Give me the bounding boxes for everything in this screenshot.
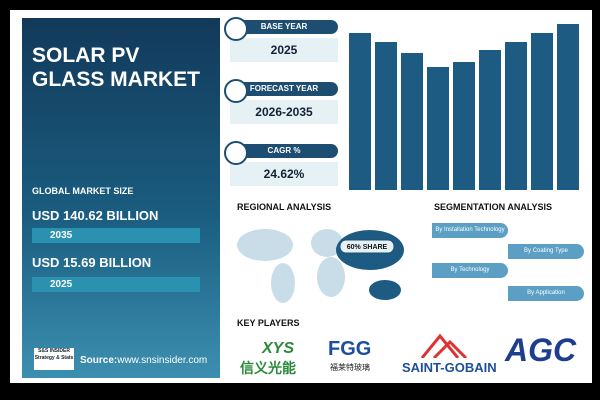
market-year: 2035 (32, 228, 200, 243)
world-map: 60% SHARE (237, 229, 404, 303)
market-value: USD 140.62 BILLION (32, 208, 159, 223)
section-title: KEY PLAYERS (237, 318, 300, 328)
section-title: REGIONAL ANALYSIS (237, 202, 332, 212)
company-logo: XYS (262, 340, 295, 357)
card-label: FORECAST YEAR (230, 82, 338, 96)
logo-graphic (420, 333, 468, 358)
company-logo: 福莱特玻璃 (330, 363, 370, 372)
company-logo: SAINT-GOBAIN (402, 360, 497, 375)
company-logo: FGG (328, 338, 372, 360)
market-year: 2025 (32, 277, 200, 292)
market-size-label: GLOBAL MARKET SIZE (32, 186, 134, 196)
segment-item: By Technology (432, 263, 508, 278)
source-url: www.snsinsider.com (117, 355, 208, 366)
decorative-bars (349, 24, 579, 190)
segment-item: By Application (508, 286, 584, 301)
card: FORECAST YEAR 2026-2035 (224, 79, 338, 124)
card-value: 24.62% (230, 162, 338, 186)
card-value: 2025 (230, 38, 338, 62)
segment-item: By Coating Type (508, 244, 584, 259)
market-value: USD 15.69 BILLION (32, 255, 152, 270)
card-label: CAGR % (230, 144, 338, 158)
icon (224, 79, 248, 103)
logo-tagline: Strategy & Stats (34, 355, 74, 361)
logo: S&S INSIDER Strategy & Stats (34, 348, 74, 370)
map-callout: 60% SHARE (347, 244, 388, 251)
segment-item: By Installation Technology (432, 223, 508, 238)
company-logo: AGC (505, 332, 577, 368)
source-label: Source: (80, 355, 118, 366)
icon (224, 141, 248, 165)
card-value: 2026-2035 (230, 100, 338, 124)
card: BASE YEAR 2025 (224, 17, 338, 62)
section-title: SEGMENTATION ANALYSIS (434, 202, 553, 212)
card: CAGR % 24.62% (224, 141, 338, 186)
card-label: BASE YEAR (230, 20, 338, 34)
title: SOLAR PV GLASS MARKET (32, 44, 200, 91)
company-logo: 信义光能 (240, 360, 296, 376)
left-panel (22, 18, 220, 378)
logo-text: S&S INSIDER (38, 348, 70, 354)
icon (224, 17, 248, 41)
source: Source:www.snsinsider.com (80, 355, 207, 366)
